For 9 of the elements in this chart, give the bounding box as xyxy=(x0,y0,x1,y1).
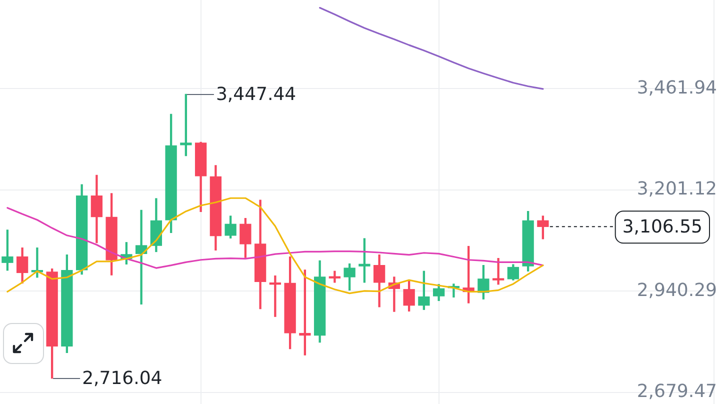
candlestick xyxy=(135,210,148,304)
y-tick-label: 3,461.94 xyxy=(636,77,717,98)
annotation: 3,447.44 xyxy=(216,84,296,105)
ref-line-label: 3,106.55 xyxy=(622,216,702,238)
y-tick-label: 3,201.12 xyxy=(636,178,717,200)
annotation: 2,716.04 xyxy=(82,368,162,390)
y-tick-label: 2,679.47 xyxy=(636,381,717,402)
y-tick-label: 2,940.29 xyxy=(636,280,717,301)
candlestick xyxy=(492,258,504,285)
